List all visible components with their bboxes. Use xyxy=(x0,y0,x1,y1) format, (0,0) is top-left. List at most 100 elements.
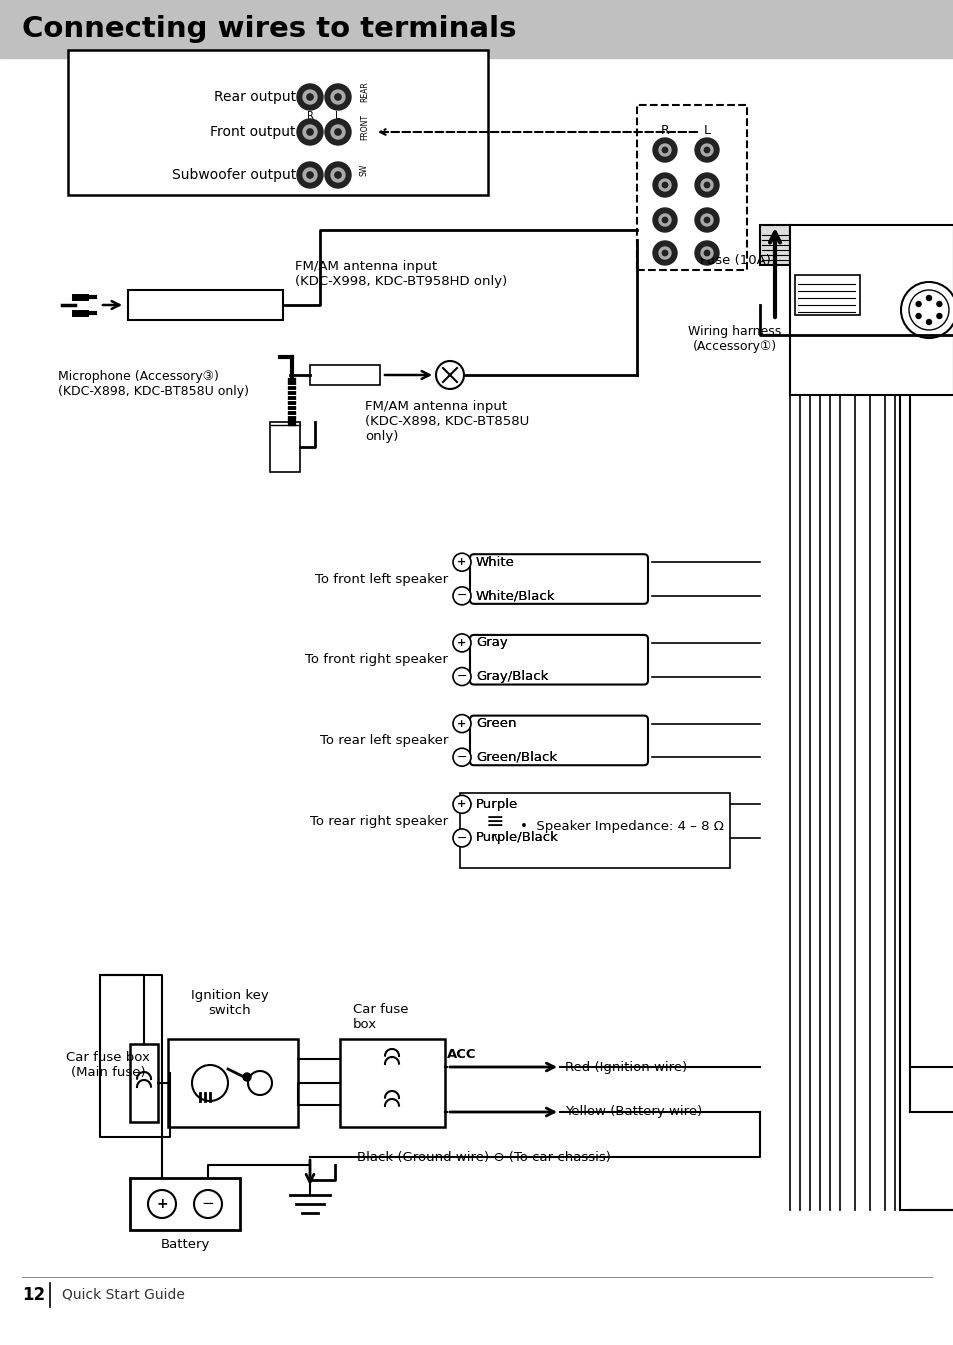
FancyBboxPatch shape xyxy=(470,635,647,685)
Text: +: + xyxy=(456,718,466,729)
Text: Gray: Gray xyxy=(476,636,507,650)
Circle shape xyxy=(296,118,323,145)
Circle shape xyxy=(661,250,667,256)
Circle shape xyxy=(661,148,667,153)
Circle shape xyxy=(331,168,345,182)
Circle shape xyxy=(703,183,709,188)
Text: Purple: Purple xyxy=(476,798,517,811)
Circle shape xyxy=(325,118,351,145)
Circle shape xyxy=(335,172,341,178)
Bar xyxy=(459,792,729,868)
Text: Car fuse
box: Car fuse box xyxy=(353,1003,408,1032)
Circle shape xyxy=(925,296,930,300)
Bar xyxy=(270,422,299,472)
Text: To front right speaker: To front right speaker xyxy=(305,654,448,666)
FancyBboxPatch shape xyxy=(470,554,647,604)
Circle shape xyxy=(335,129,341,134)
Circle shape xyxy=(915,301,921,307)
Circle shape xyxy=(331,90,345,104)
Bar xyxy=(637,105,746,270)
Bar xyxy=(794,274,859,315)
Text: White: White xyxy=(476,555,515,569)
Text: White/Black: White/Black xyxy=(476,589,555,603)
Text: Connecting wires to terminals: Connecting wires to terminals xyxy=(22,15,516,43)
Circle shape xyxy=(307,94,313,100)
Circle shape xyxy=(296,83,323,110)
Text: To front left speaker: To front left speaker xyxy=(314,573,448,585)
Text: 12: 12 xyxy=(22,1286,45,1305)
Text: Green: Green xyxy=(476,717,516,730)
Text: Front output: Front output xyxy=(211,125,295,139)
Circle shape xyxy=(453,748,471,767)
Circle shape xyxy=(331,125,345,139)
Bar xyxy=(68,50,488,195)
Circle shape xyxy=(700,179,712,191)
Text: White: White xyxy=(476,555,515,569)
Circle shape xyxy=(303,125,316,139)
Bar xyxy=(0,0,953,58)
Text: Wiring harness
(Accessory①): Wiring harness (Accessory①) xyxy=(688,325,781,352)
Circle shape xyxy=(695,241,719,265)
Bar xyxy=(789,225,953,395)
Text: Gray/Black: Gray/Black xyxy=(476,670,548,683)
Bar xyxy=(310,364,379,385)
Circle shape xyxy=(453,586,471,605)
Circle shape xyxy=(453,829,471,847)
Circle shape xyxy=(659,179,670,191)
Circle shape xyxy=(436,360,463,389)
Circle shape xyxy=(659,247,670,260)
Text: +: + xyxy=(156,1197,168,1210)
Text: −: − xyxy=(456,831,467,845)
Bar xyxy=(130,1178,240,1229)
Circle shape xyxy=(453,633,471,652)
Text: FRONT: FRONT xyxy=(359,114,369,140)
Circle shape xyxy=(695,139,719,161)
Circle shape xyxy=(703,218,709,223)
FancyBboxPatch shape xyxy=(470,796,647,846)
Circle shape xyxy=(307,172,313,178)
Circle shape xyxy=(335,94,341,100)
Text: Battery: Battery xyxy=(160,1237,210,1251)
Circle shape xyxy=(453,795,471,814)
Text: Quick Start Guide: Quick Start Guide xyxy=(62,1289,185,1302)
Text: Red (Ignition wire): Red (Ignition wire) xyxy=(564,1060,686,1073)
Circle shape xyxy=(915,313,921,319)
FancyBboxPatch shape xyxy=(470,716,647,765)
Text: Gray/Black: Gray/Black xyxy=(476,670,548,683)
Text: Ignition key
switch: Ignition key switch xyxy=(191,989,269,1017)
Text: R: R xyxy=(659,124,669,136)
Circle shape xyxy=(908,291,948,330)
Circle shape xyxy=(243,1073,251,1081)
Circle shape xyxy=(700,144,712,156)
Circle shape xyxy=(925,320,930,324)
Text: Green: Green xyxy=(476,717,516,730)
Text: FM/AM antenna input
(KDC-X998, KDC-BT958HD only): FM/AM antenna input (KDC-X998, KDC-BT958… xyxy=(294,260,507,288)
Text: White/Black: White/Black xyxy=(476,589,555,603)
Circle shape xyxy=(325,161,351,188)
Circle shape xyxy=(700,214,712,226)
Circle shape xyxy=(307,129,313,134)
Text: ACC: ACC xyxy=(447,1048,476,1061)
Text: −: − xyxy=(456,589,467,603)
Circle shape xyxy=(695,174,719,196)
Circle shape xyxy=(325,83,351,110)
Circle shape xyxy=(652,208,677,231)
Circle shape xyxy=(661,218,667,223)
Circle shape xyxy=(453,714,471,733)
Text: Green/Black: Green/Black xyxy=(476,751,557,764)
Text: Subwoofer output: Subwoofer output xyxy=(172,168,295,182)
Circle shape xyxy=(652,139,677,161)
Text: Gray: Gray xyxy=(476,636,507,650)
Circle shape xyxy=(296,161,323,188)
Text: To rear left speaker: To rear left speaker xyxy=(319,734,448,746)
Circle shape xyxy=(453,667,471,686)
Circle shape xyxy=(193,1190,222,1219)
Circle shape xyxy=(700,247,712,260)
Text: +: + xyxy=(456,557,466,568)
Circle shape xyxy=(703,148,709,153)
Text: −: − xyxy=(201,1197,214,1212)
Text: −: − xyxy=(456,670,467,683)
Circle shape xyxy=(659,144,670,156)
Bar xyxy=(168,1038,297,1127)
Bar xyxy=(339,1038,444,1127)
